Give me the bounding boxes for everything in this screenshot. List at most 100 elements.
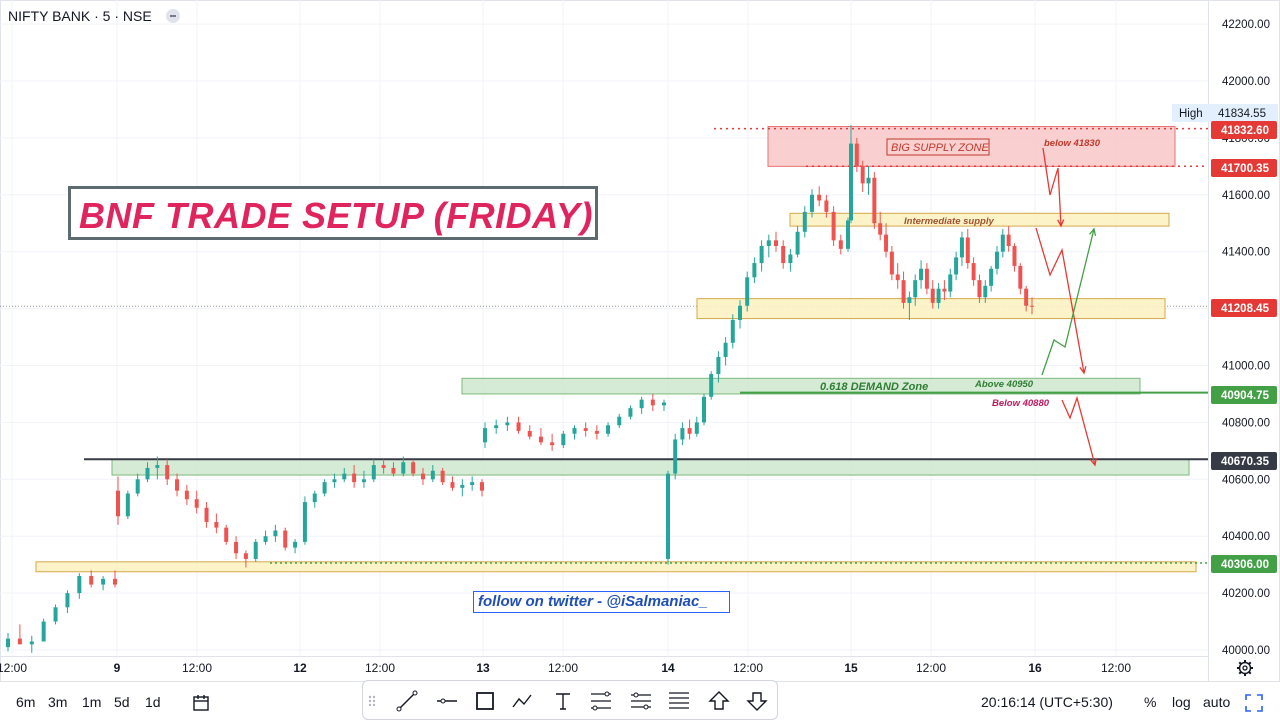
candle-body (824, 200, 829, 212)
candle-body (673, 439, 678, 474)
candle-body (113, 578, 117, 585)
big-supply-label-box (886, 138, 990, 156)
candle-body (752, 263, 757, 278)
price-tag-label: 41208.45 (1221, 303, 1270, 315)
candle-body (594, 430, 599, 434)
candle-body (480, 482, 484, 491)
fib-retracement-icon[interactable] (589, 689, 613, 713)
candle-body (919, 268, 924, 281)
trend-line-icon[interactable] (395, 689, 419, 713)
candle-body (89, 576, 94, 585)
setup-title-box: BNF TRADE SETUP (FRIDAY) (68, 186, 598, 240)
y-tick-label: 40200.00 (1222, 588, 1270, 600)
range-1m-button[interactable]: 1m (82, 694, 102, 710)
clock-readout[interactable]: 20:16:14 (UTC+5:30) (981, 694, 1113, 710)
range-6m-button[interactable]: 6m (16, 694, 36, 710)
candle-body (1000, 234, 1005, 252)
candle-body (666, 473, 670, 559)
candle-body (781, 246, 786, 264)
x-tick-label: 12:00 (0, 661, 27, 675)
y-tick-label: 40800.00 (1222, 417, 1270, 429)
x-tick-label: 12:00 (548, 661, 578, 675)
drawing-toolbar (362, 680, 778, 720)
range-3m-button[interactable]: 3m (48, 694, 68, 710)
candle-body (788, 254, 793, 264)
candle-body (561, 433, 566, 446)
candle-body (745, 277, 750, 306)
horizontal-line-icon[interactable] (435, 689, 459, 713)
drag-handle-icon[interactable] (367, 689, 377, 713)
candle-body (959, 237, 964, 258)
y-tick-label: 40400.00 (1222, 531, 1270, 543)
candle-body (312, 493, 317, 503)
candle-body (214, 521, 219, 528)
candle-body (527, 430, 532, 437)
candle-body (716, 356, 721, 375)
twitter-text: follow on twitter - @iSalmaniac_ (478, 593, 708, 610)
long-position-icon[interactable] (707, 689, 731, 713)
candle-body (759, 246, 764, 264)
candle-body (1018, 265, 1023, 289)
candle-body (494, 425, 499, 429)
log-toggle[interactable]: log (1172, 694, 1191, 710)
candle-body (41, 621, 46, 642)
candle-body (440, 470, 445, 483)
candle-body (694, 422, 699, 434)
x-tick-label: 9 (114, 661, 121, 675)
range-1d-button[interactable]: 1d (145, 694, 161, 710)
y-tick-label: 40000.00 (1222, 645, 1270, 657)
y-tick-label: 41600.00 (1222, 190, 1270, 202)
candle-body (977, 280, 982, 298)
candle-body (234, 541, 239, 554)
candle-body (516, 422, 521, 431)
auto-toggle[interactable]: auto (1203, 694, 1231, 710)
candle-body (854, 143, 859, 167)
candle-body (204, 507, 209, 522)
chart-frame (0, 0, 1280, 682)
x-tick-label: 12:00 (365, 661, 395, 675)
candle-body (617, 416, 622, 426)
settings-gear-icon[interactable] (1236, 659, 1254, 677)
x-tick-label: 12:00 (916, 661, 946, 675)
gann-icon[interactable] (667, 689, 691, 713)
high-price-bg (1210, 104, 1278, 122)
x-tick-label: 16 (1028, 661, 1042, 675)
candle-body (101, 578, 106, 585)
text-icon[interactable] (551, 689, 575, 713)
price-tag-label: 41832.60 (1221, 125, 1269, 137)
short-position-icon[interactable] (745, 689, 769, 713)
fullscreen-icon[interactable] (1245, 694, 1263, 712)
candle-body (907, 297, 912, 303)
x-tick-label: 12:00 (1101, 661, 1131, 675)
symbol-title[interactable]: NIFTY BANK · 5 · NSE (8, 8, 180, 24)
x-tick-label: 12:00 (182, 661, 212, 675)
candle-body (224, 527, 229, 542)
twitter-box: follow on twitter - @iSalmaniac_ (473, 591, 730, 613)
candle-body (831, 211, 836, 241)
candle-body (194, 499, 199, 508)
candle-body (243, 553, 248, 559)
candle-body (430, 470, 435, 480)
candle-body (895, 274, 900, 281)
candle-body (460, 484, 465, 488)
candle-body (884, 234, 889, 252)
candle-body (913, 280, 918, 298)
path-icon[interactable] (511, 689, 535, 713)
candle-body (849, 143, 853, 221)
rectangle-icon[interactable] (473, 689, 497, 713)
fib-channel-icon[interactable] (629, 689, 653, 713)
percent-toggle[interactable]: % (1144, 694, 1157, 710)
range-5d-button[interactable]: 5d (114, 694, 130, 710)
goto-date-icon[interactable] (192, 694, 210, 712)
above-40950-label: Above 40950 (974, 379, 1034, 390)
candle-body (774, 240, 778, 247)
y-tick-label: 40600.00 (1222, 474, 1270, 486)
candle-body (971, 263, 976, 281)
candle-body (639, 399, 644, 409)
candle-body (381, 465, 386, 468)
candle-body (29, 641, 34, 645)
collapse-icon[interactable] (165, 9, 180, 24)
price-tag-label: 40306.00 (1221, 559, 1269, 571)
candle-body (838, 240, 843, 249)
